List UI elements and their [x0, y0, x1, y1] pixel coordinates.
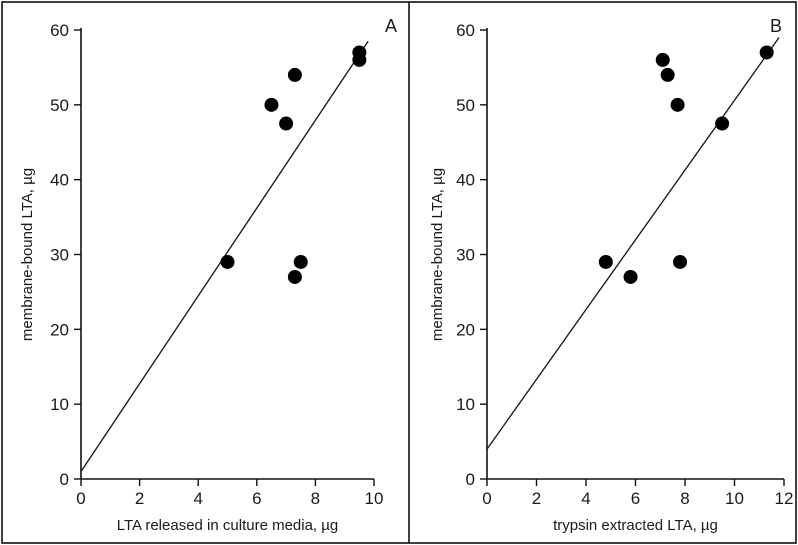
panel-b-label: B	[770, 16, 782, 36]
panel-b-x-tick-label: 6	[631, 489, 640, 508]
panel-a-y-tick-label: 10	[50, 395, 69, 414]
panel-b-y-tick-label: 40	[456, 171, 475, 190]
panel-a-data-point	[352, 52, 367, 67]
panel-b-y-tick-label: 60	[456, 21, 475, 40]
panel-a-y-tick-label: 50	[50, 96, 69, 115]
panel-b-x-tick-label: 4	[581, 489, 590, 508]
panel-a-data-point	[287, 67, 302, 82]
panel-b-fit-line	[486, 37, 780, 450]
panel-a-label: A	[385, 16, 397, 36]
panel-a-ticks: 0 2 4 6 8 10 0 10 20 30 40 50 60	[50, 21, 383, 508]
panel-b-x-tick-label: 10	[725, 489, 744, 508]
panel-a-data-point	[279, 116, 294, 131]
panel-b-data-point	[670, 97, 685, 112]
panel-a-y-tick-label: 20	[50, 320, 69, 339]
panel-b-data-point	[673, 254, 688, 269]
panel-b-y-tick-label: 50	[456, 96, 475, 115]
panel-b-x-tick-label: 12	[775, 489, 794, 508]
panel-a-data-point	[220, 254, 235, 269]
panel-b-x-axis-label: trypsin extracted LTA, µg	[553, 517, 718, 534]
panel-b-ticks: 0 2 4 6 8 10 12 0 10 20 30 40 50 60	[456, 21, 793, 508]
panel-a-x-tick-label: 4	[193, 489, 202, 508]
panel-b-data-point	[655, 52, 670, 67]
panel-a-data-point	[293, 254, 308, 269]
panel-b-data-point	[759, 45, 774, 60]
panel-a-y-tick-label: 40	[50, 171, 69, 190]
panel-b-x-tick-label: 0	[482, 489, 491, 508]
panel-a-points	[220, 45, 367, 284]
panel-b-y-tick-label: 20	[456, 320, 475, 339]
panel-a-y-axis-label: membrane-bound LTA, µg	[19, 168, 36, 341]
panel-b-y-axis-label: membrane-bound LTA, µg	[429, 168, 446, 341]
panel-b: 0 2 4 6 8 10 12 0 10 20 30 40 50 60 B trypsin extract…	[429, 16, 793, 534]
panel-a-x-tick-label: 6	[252, 489, 261, 508]
panel-a-x-tick-label: 10	[365, 489, 384, 508]
panel-a-data-point	[264, 97, 279, 112]
panel-b-points	[598, 45, 774, 284]
panel-a-x-axis-label: LTA released in culture media, µg	[117, 517, 339, 534]
panel-a-x-tick-label: 8	[311, 489, 320, 508]
panel-b-y-tick-label: 30	[456, 246, 475, 265]
panel-a-x-tick-label: 2	[135, 489, 144, 508]
panel-b-data-point	[623, 269, 638, 284]
panel-a-y-tick-label: 30	[50, 246, 69, 265]
panel-a-y-tick-label: 0	[60, 470, 69, 489]
panel-b-y-tick-label: 10	[456, 395, 475, 414]
panel-a-x-tick-label: 0	[76, 489, 85, 508]
panel-a: 0 2 4 6 8 10 0 10 20 30 40 50 60 A LTA released in c…	[19, 16, 397, 534]
panel-b-data-point	[660, 67, 675, 82]
panel-b-x-tick-label: 8	[680, 489, 689, 508]
panel-a-data-point	[287, 269, 302, 284]
panel-a-y-tick-label: 60	[50, 21, 69, 40]
panel-b-y-tick-label: 0	[466, 470, 475, 489]
panel-b-data-point	[715, 116, 730, 131]
panel-b-x-tick-label: 2	[532, 489, 541, 508]
panel-b-data-point	[598, 254, 613, 269]
